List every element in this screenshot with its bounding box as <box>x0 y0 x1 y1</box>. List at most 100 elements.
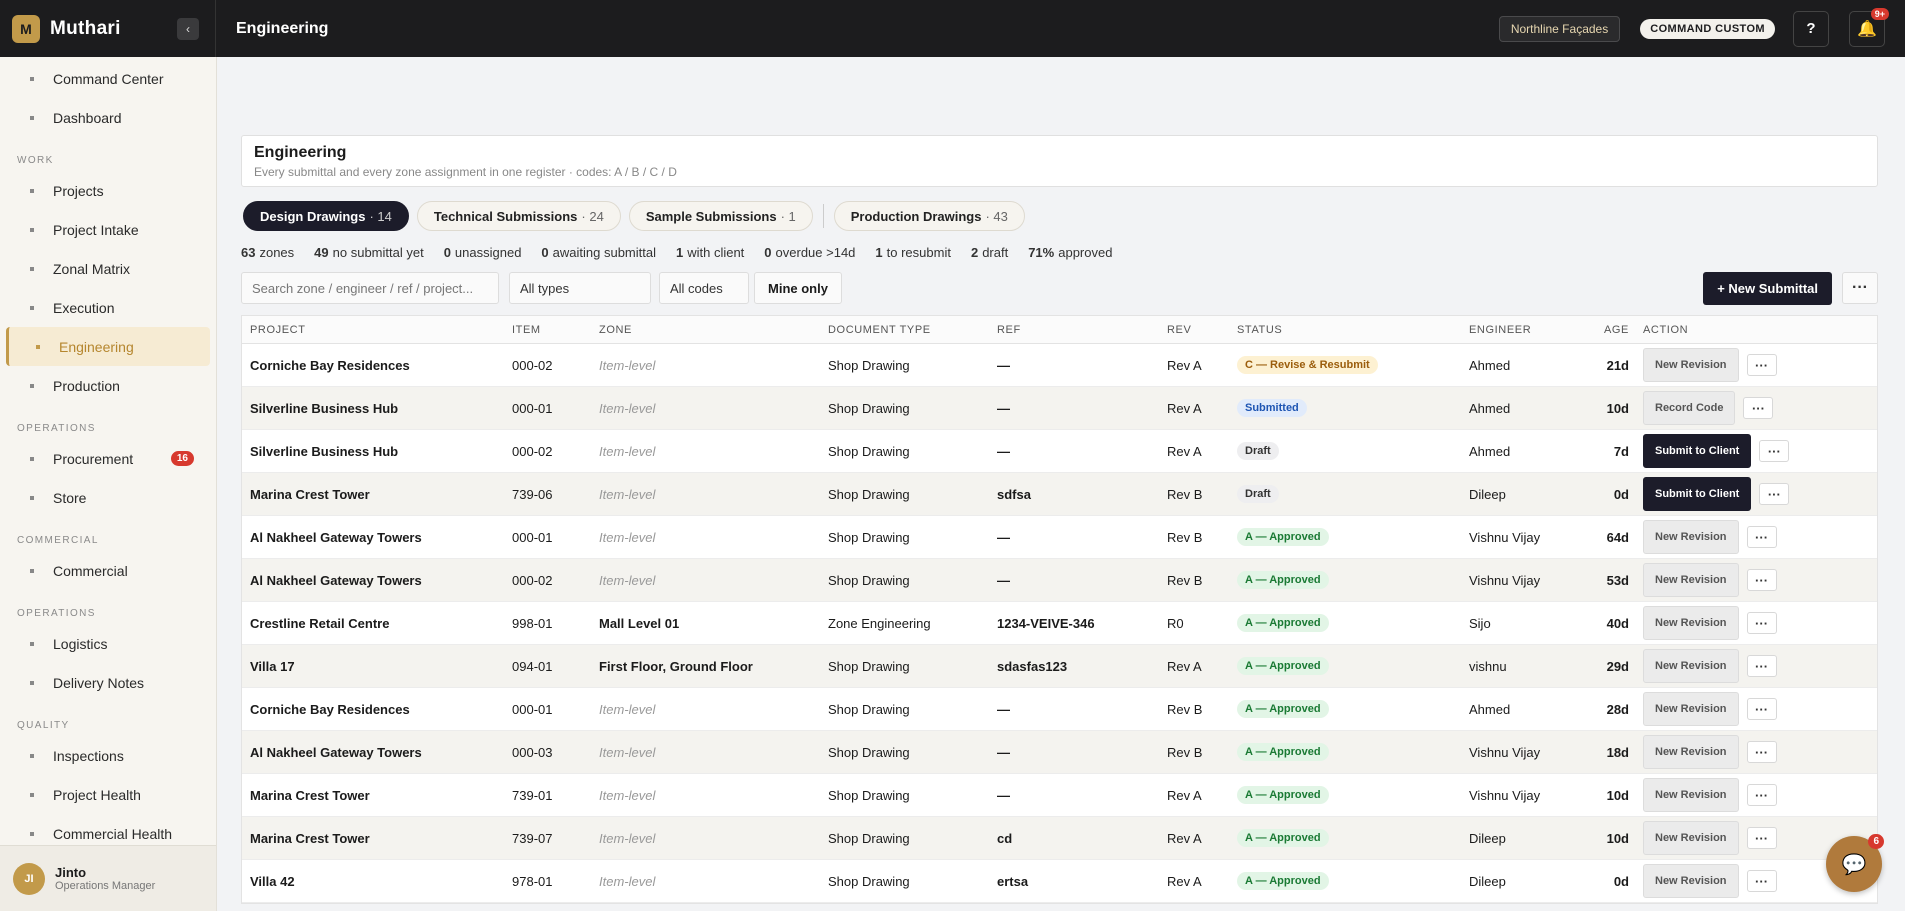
bullet-icon <box>30 266 34 271</box>
sidebar-item-project-intake[interactable]: Project Intake <box>0 210 216 249</box>
more-options-button[interactable]: ··· <box>1842 272 1878 304</box>
table-row[interactable]: Marina Crest Tower 739-01 Item-level Shop D… <box>242 774 1877 817</box>
status-badge: A — Approved <box>1237 829 1329 847</box>
table-row[interactable]: Marina Crest Tower 739-06 Item-level Shop D… <box>242 473 1877 516</box>
bullet-icon <box>30 568 34 573</box>
row-more-button[interactable]: ··· <box>1759 440 1790 462</box>
search-input[interactable]: Search zone / engineer / ref / project..… <box>241 272 499 304</box>
row-more-button[interactable]: ··· <box>1746 354 1777 376</box>
mine-only-toggle[interactable]: Mine only <box>754 272 842 304</box>
new-revision-button[interactable]: New Revision <box>1643 821 1739 855</box>
new-revision-button[interactable]: New Revision <box>1643 649 1739 683</box>
sidebar-item-zonal-matrix[interactable]: Zonal Matrix <box>0 249 216 288</box>
sidebar-item-label: Commercial <box>53 562 128 579</box>
sidebar-item-dashboard[interactable]: Dashboard <box>0 98 216 137</box>
command-mode-pill[interactable]: COMMAND CUSTOM <box>1640 18 1775 39</box>
sidebar-item-production[interactable]: Production <box>0 366 216 405</box>
sidebar-item-logistics[interactable]: Logistics <box>0 624 216 663</box>
row-more-button[interactable]: ··· <box>1746 741 1777 763</box>
help-button[interactable]: ? <box>1793 10 1829 47</box>
new-revision-button[interactable]: New Revision <box>1643 735 1739 769</box>
row-more-button[interactable]: ··· <box>1746 698 1777 720</box>
sidebar-item-execution[interactable]: Execution <box>0 288 216 327</box>
bullet-icon <box>30 188 34 193</box>
sidebar-item-inspections[interactable]: Inspections <box>0 736 216 775</box>
new-revision-button[interactable]: New Revision <box>1643 778 1739 812</box>
action-cell: Record Code ··· <box>1635 391 1875 425</box>
new-revision-button[interactable]: New Revision <box>1643 563 1739 597</box>
table-row[interactable]: Crestline Retail Centre 998-01 Mall Level … <box>242 602 1877 645</box>
table-row[interactable]: Corniche Bay Residences 000-02 Item-level S… <box>242 344 1877 387</box>
row-more-button[interactable]: ··· <box>1746 827 1777 849</box>
sidebar-item-store[interactable]: Store <box>0 478 216 517</box>
row-more-button[interactable]: ··· <box>1746 612 1777 634</box>
status-badge: Submitted <box>1237 399 1307 417</box>
table-row[interactable]: Corniche Bay Residences 000-01 Item-level S… <box>242 688 1877 731</box>
bullet-icon <box>30 456 34 461</box>
zone-cell: Item-level <box>599 486 656 502</box>
sidebar-item-procurement[interactable]: Procurement 16 <box>0 439 216 478</box>
engineer-cell: vishnu <box>1469 658 1507 674</box>
submit-to-client-button[interactable]: Submit to Client <box>1643 434 1752 468</box>
tab-technical-submissions[interactable]: Technical Submissions · 24 <box>416 201 621 231</box>
stat-label: zones <box>259 245 295 260</box>
new-revision-button[interactable]: New Revision <box>1643 520 1739 554</box>
tab-design-drawings[interactable]: Design Drawings · 14 <box>243 201 409 231</box>
tab-sample-submissions[interactable]: Sample Submissions · 1 <box>628 201 813 231</box>
submit-to-client-button[interactable]: Submit to Client <box>1643 477 1752 511</box>
new-revision-button[interactable]: New Revision <box>1643 348 1739 382</box>
chat-button[interactable]: 💬 6 <box>1826 834 1884 892</box>
bullet-icon <box>36 344 40 349</box>
table-row[interactable]: Al Nakheel Gateway Towers 000-01 Item-leve… <box>242 516 1877 559</box>
status-cell: A — Approved <box>1229 528 1461 546</box>
table-header: PROJECT ITEM ZONE DOCUMENT TYPE REF REV STATUS… <box>242 316 1877 344</box>
notifications-button[interactable]: 🔔 9+ <box>1849 7 1889 47</box>
page-title: Engineering <box>236 19 329 37</box>
bullet-icon <box>30 680 34 685</box>
new-revision-button[interactable]: New Revision <box>1643 864 1739 898</box>
user-profile[interactable]: JI Jinto Operations Manager <box>0 845 216 911</box>
filter-bar: Search zone / engineer / ref / project..… <box>241 272 1878 305</box>
sidebar-item-engineering[interactable]: Engineering <box>6 327 210 366</box>
sidebar-item-command-center[interactable]: Command Center <box>0 59 216 98</box>
row-more-button[interactable]: ··· <box>1746 784 1777 806</box>
sidebar-item-projects[interactable]: Projects <box>0 171 216 210</box>
project-cell: Al Nakheel Gateway Towers <box>250 744 422 760</box>
table-row[interactable]: Marina Crest Tower 739-07 Item-level Shop D… <box>242 817 1877 860</box>
status-badge: A — Approved <box>1237 614 1329 632</box>
stat-label: no submittal yet <box>332 245 424 260</box>
project-cell: Silverline Business Hub <box>250 443 399 459</box>
table-row[interactable]: Silverline Business Hub 000-01 Item-level S… <box>242 387 1877 430</box>
row-more-button[interactable]: ··· <box>1746 526 1777 548</box>
code-filter-select[interactable]: All codes <box>659 272 749 304</box>
sidebar-item-commercial[interactable]: Commercial <box>0 551 216 590</box>
sidebar-collapse-button[interactable]: ‹ <box>177 18 199 40</box>
status-cell: A — Approved <box>1229 571 1461 589</box>
new-submittal-button[interactable]: + New Submittal <box>1703 272 1832 305</box>
item-cell: 998-01 <box>512 615 553 631</box>
sidebar-item-commercial-health[interactable]: Commercial Health <box>0 814 216 853</box>
new-revision-button[interactable]: New Revision <box>1643 606 1739 640</box>
column-header-age: AGE <box>1603 323 1629 336</box>
sidebar-item-project-health[interactable]: Project Health <box>0 775 216 814</box>
status-cell: Draft <box>1229 442 1461 460</box>
type-filter-select[interactable]: All types <box>509 272 651 304</box>
new-revision-button[interactable]: New Revision <box>1643 692 1739 726</box>
stat-label: unassigned <box>454 245 522 260</box>
record-code-button[interactable]: Record Code <box>1643 391 1736 425</box>
sidebar-item-delivery-notes[interactable]: Delivery Notes <box>0 663 216 702</box>
row-more-button[interactable]: ··· <box>1746 655 1777 677</box>
status-badge: Draft <box>1237 485 1279 503</box>
table-row[interactable]: Al Nakheel Gateway Towers 000-02 Item-leve… <box>242 559 1877 602</box>
table-row[interactable]: Silverline Business Hub 000-02 Item-level S… <box>242 430 1877 473</box>
row-more-button[interactable]: ··· <box>1746 569 1777 591</box>
tab-production-drawings[interactable]: Production Drawings · 43 <box>833 201 1025 231</box>
row-more-button[interactable]: ··· <box>1759 483 1790 505</box>
table-row[interactable]: Villa 42 978-01 Item-level Shop Drawing erts… <box>242 860 1877 903</box>
project-cell: Corniche Bay Residences <box>250 357 410 373</box>
table-row[interactable]: Al Nakheel Gateway Towers 000-03 Item-leve… <box>242 731 1877 774</box>
row-more-button[interactable]: ··· <box>1746 870 1777 892</box>
row-more-button[interactable]: ··· <box>1743 397 1774 419</box>
tenant-switcher[interactable]: Northline Façades <box>1498 15 1621 42</box>
table-row[interactable]: Villa 17 094-01 First Floor, Ground Floor S… <box>242 645 1877 688</box>
